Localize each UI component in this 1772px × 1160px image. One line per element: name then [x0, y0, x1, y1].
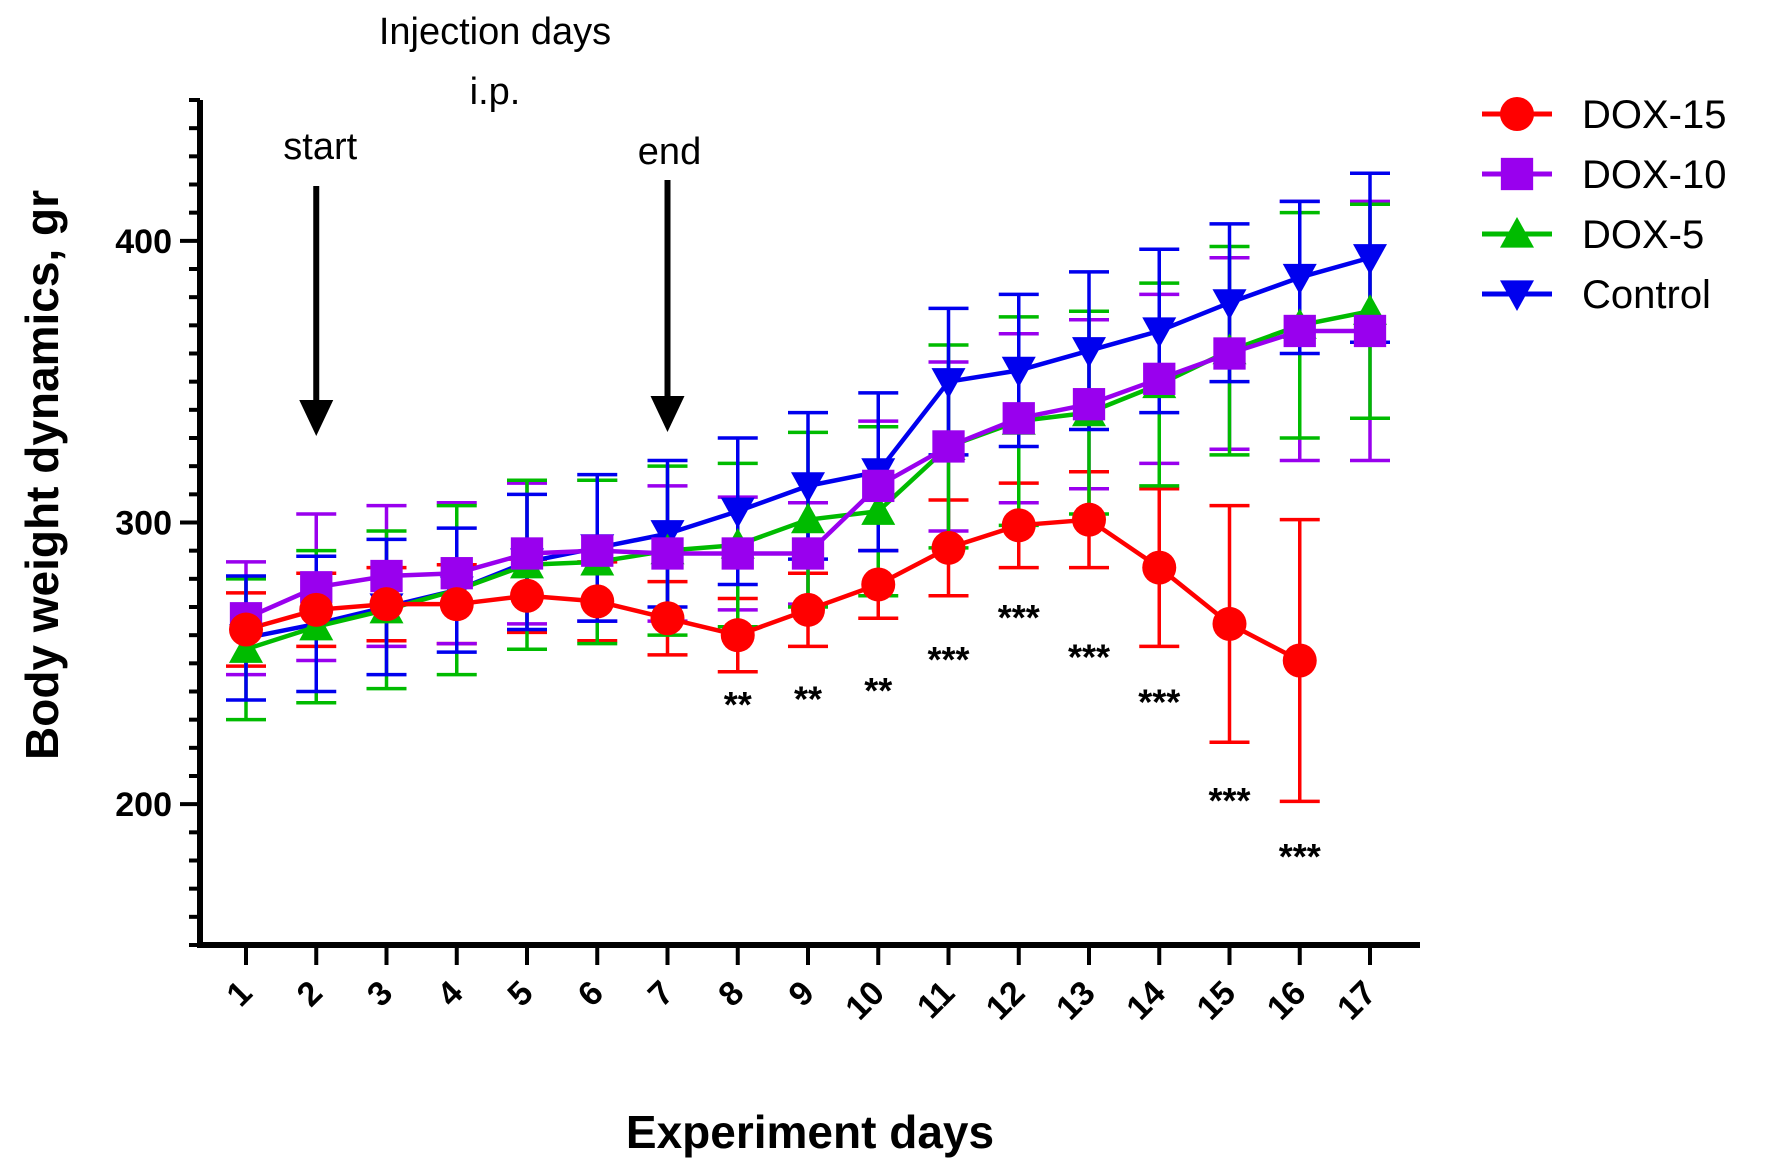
significance-mark: *** — [1208, 780, 1250, 821]
x-tick-label: 3 — [360, 974, 400, 1014]
data-point-circle — [791, 592, 825, 627]
data-point-triangle-down — [1353, 244, 1387, 275]
x-tick-label: 11 — [910, 974, 962, 1026]
data-point-circle — [510, 578, 544, 613]
data-point-circle — [1001, 508, 1036, 543]
data-point-square — [932, 430, 965, 463]
data-point-circle — [1500, 97, 1534, 131]
data-point-square — [651, 537, 684, 570]
data-point-square — [1500, 157, 1534, 191]
data-point-square — [1213, 337, 1246, 370]
data-point-square — [581, 534, 614, 567]
data-point-circle — [1212, 606, 1247, 641]
data-point-triangle-up — [861, 494, 896, 525]
data-point-triangle-up — [1500, 217, 1534, 248]
data-point-circle — [1072, 502, 1106, 537]
data-point-square — [510, 537, 544, 570]
data-point-circle — [931, 530, 966, 565]
data-point-circle — [650, 601, 685, 636]
legend-label: Control — [1582, 273, 1711, 317]
end-arrow-head — [650, 396, 685, 432]
data-point-triangle-down — [791, 472, 825, 503]
x-tick-label: 5 — [500, 974, 540, 1014]
data-point-square — [1283, 314, 1316, 348]
data-point-triangle-down — [1500, 280, 1534, 311]
data-point-square — [440, 557, 473, 590]
data-point-triangle-down — [1072, 337, 1106, 368]
x-tick-label: 13 — [1049, 974, 1103, 1028]
data-point-circle — [1142, 550, 1177, 585]
x-tick-label: 2 — [290, 974, 330, 1014]
legend-label: DOX-10 — [1582, 153, 1727, 197]
x-tick-label: 12 — [979, 974, 1033, 1028]
legend-item-control: Control — [1482, 273, 1711, 317]
data-point-square — [862, 469, 895, 503]
x-tick-label: 7 — [641, 974, 681, 1014]
series-markers — [229, 244, 1387, 678]
legend-label: DOX-5 — [1582, 213, 1704, 257]
x-tick-label: 14 — [1119, 974, 1173, 1028]
data-point-square — [370, 559, 403, 593]
data-point-square — [1002, 402, 1035, 435]
data-point-triangle-down — [931, 368, 966, 399]
injection-days-title: Injection days — [379, 11, 611, 53]
data-point-circle — [229, 612, 263, 647]
x-axis-title: Experiment days — [626, 1106, 994, 1158]
y-tick-label: 300 — [115, 505, 172, 543]
legend-item-dox-15: DOX-15 — [1482, 93, 1727, 137]
x-tick-label: 4 — [430, 974, 470, 1014]
significance-mark: *** — [1279, 836, 1321, 877]
x-tick-label: 17 — [1330, 974, 1384, 1028]
x-tick-label: 15 — [1190, 974, 1244, 1028]
data-point-triangle-down — [1212, 289, 1247, 320]
legend-item-dox-10: DOX-10 — [1482, 153, 1727, 197]
significance-mark: *** — [927, 639, 969, 680]
data-point-circle — [720, 618, 755, 653]
x-tick-label: 10 — [838, 974, 892, 1028]
significance-mark: *** — [1068, 636, 1110, 677]
data-point-triangle-down — [1001, 356, 1036, 388]
data-point-circle — [299, 592, 334, 627]
data-point-square — [721, 537, 754, 570]
y-tick-label: 400 — [115, 223, 172, 261]
significance-mark: ** — [864, 670, 892, 711]
x-tick-label: 8 — [711, 974, 751, 1014]
data-point-square — [1072, 388, 1106, 421]
data-point-triangle-down — [1282, 263, 1317, 295]
x-tick-label: 6 — [571, 974, 611, 1014]
data-point-triangle-down — [1142, 317, 1177, 348]
legend-label: DOX-15 — [1582, 93, 1727, 137]
x-tick-label: 9 — [781, 974, 821, 1014]
data-point-circle — [580, 584, 615, 619]
y-tick-label: 200 — [115, 786, 172, 824]
data-point-square — [1353, 314, 1387, 348]
data-point-circle — [439, 587, 474, 622]
data-point-square — [1143, 362, 1176, 395]
significance-mark: *** — [1138, 681, 1180, 722]
significance-mark: ** — [724, 684, 752, 725]
end-label: end — [638, 131, 701, 173]
start-arrow-head — [299, 400, 334, 436]
x-tick-label: 16 — [1260, 974, 1314, 1028]
data-point-circle — [369, 587, 404, 622]
data-point-triangle-up — [229, 632, 263, 663]
data-point-square — [791, 537, 825, 570]
annotations — [299, 180, 685, 436]
x-tick-label: 1 — [219, 974, 259, 1014]
data-point-circle — [1282, 643, 1317, 678]
significance-marks: ** ** ******************** — [724, 597, 1321, 877]
data-point-triangle-up — [791, 502, 825, 534]
y-axis-title: Body weight dynamics, gr — [16, 190, 68, 760]
injection-route-label: i.p. — [470, 71, 521, 113]
data-point-triangle-down — [720, 497, 755, 529]
significance-mark: ** — [794, 679, 822, 720]
legend: DOX-15 DOX-10 DOX-5 Control — [1482, 93, 1727, 317]
legend-item-dox-5: DOX-5 — [1482, 213, 1704, 257]
series-line-dox-15 — [245, 517, 1301, 663]
significance-mark: *** — [998, 597, 1040, 638]
data-point-circle — [861, 567, 896, 602]
start-label: start — [283, 126, 357, 168]
